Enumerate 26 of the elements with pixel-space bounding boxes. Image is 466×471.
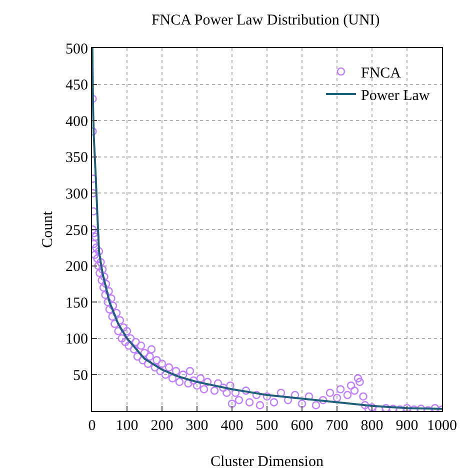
x-tick-label: 900 xyxy=(396,418,418,434)
y-tick-label: 300 xyxy=(66,186,88,202)
y-tick-label: 200 xyxy=(66,259,88,276)
y-tick-label: 400 xyxy=(66,114,88,130)
y-tick-label: 500 xyxy=(66,41,88,58)
y-tick-label: 350 xyxy=(66,150,88,166)
x-tick-label: 500 xyxy=(256,418,278,434)
legend-label: FNCA xyxy=(361,65,402,82)
x-tick-label: 1000 xyxy=(427,418,457,434)
y-tick-label: 100 xyxy=(66,332,88,348)
x-tick-label: 0 xyxy=(88,418,96,434)
y-tick-label: 450 xyxy=(66,78,88,94)
y-tick-label: 250 xyxy=(66,222,88,239)
x-tick-label: 300 xyxy=(186,418,208,434)
x-tick-label: 600 xyxy=(290,418,314,434)
x-tick-label: 800 xyxy=(360,418,384,434)
y-tick-label: 50 xyxy=(73,368,88,384)
x-tick-label: 400 xyxy=(220,418,244,434)
legend-label: Power Law xyxy=(361,88,430,104)
chart-title: FNCA Power Law Distribution (UNI) xyxy=(151,12,380,29)
x-tick-label: 700 xyxy=(326,418,348,434)
y-axis-title: Count xyxy=(40,210,56,248)
y-tick-label: 150 xyxy=(66,295,88,312)
x-tick-label: 200 xyxy=(150,418,174,434)
x-tick-label: 100 xyxy=(116,418,138,434)
x-axis-title: Cluster Dimension xyxy=(210,454,324,470)
